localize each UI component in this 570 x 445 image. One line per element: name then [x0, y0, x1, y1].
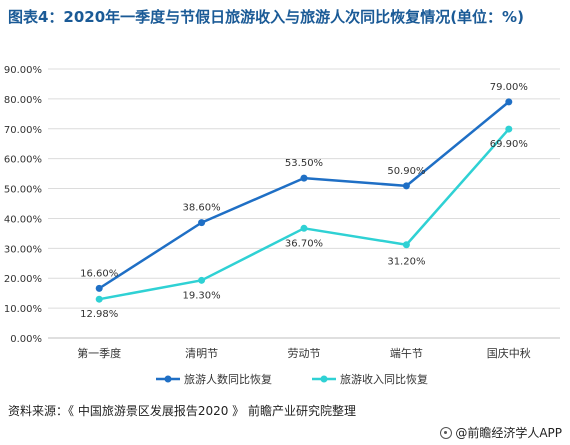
legend-swatch-marker: [320, 375, 328, 383]
legend-item-2: 旅游收入同比恢复: [312, 372, 428, 386]
x-tick-label: 清明节: [185, 347, 218, 360]
data-point: [198, 276, 206, 284]
x-tick-label: 第一季度: [77, 346, 121, 360]
data-label: 36.70%: [285, 238, 323, 249]
y-axis: 0.00% 10.00% 20.00% 30.00% 40.00% 50.00% 60.00…: [4, 65, 42, 345]
data-point: [198, 219, 206, 227]
data-label: 53.50%: [285, 158, 323, 169]
data-label: 16.60%: [80, 268, 118, 279]
y-tick-label: 80.00%: [4, 95, 42, 106]
y-tick-label: 60.00%: [4, 155, 42, 166]
y-tick-label: 20.00%: [4, 274, 42, 285]
brand-text: @前瞻经济学人APP: [455, 426, 562, 440]
legend-item-1: 旅游人数同比恢复: [156, 372, 272, 386]
x-tick-label: 国庆中秋: [487, 346, 531, 360]
data-point: [95, 295, 103, 303]
series-line: [98, 100, 510, 290]
x-tick-label: 劳动节: [288, 347, 321, 360]
data-label: 38.60%: [183, 203, 221, 214]
series-line: [98, 128, 510, 301]
brand-logo-icon: [440, 426, 453, 439]
data-label: 79.00%: [490, 82, 528, 93]
data-label: 50.90%: [387, 166, 425, 177]
x-axis: 第一季度 清明节 劳动节 端午节 国庆中秋: [77, 346, 531, 360]
chart-title: 图表4：2020年一季度与节假日旅游收入与旅游人次同比恢复情况(单位：%): [8, 8, 524, 26]
data-point: [300, 174, 308, 182]
y-tick-label: 90.00%: [4, 65, 42, 76]
source-note: 资料来源：《 中国旅游景区发展报告2020 》 前瞻产业研究院整理: [8, 404, 356, 418]
data-label: 69.90%: [490, 139, 528, 150]
legend-swatch-marker: [164, 375, 172, 383]
y-tick-label: 40.00%: [4, 214, 42, 225]
data-point: [505, 98, 513, 106]
data-point: [300, 224, 308, 232]
data-point: [95, 284, 103, 292]
brand-credit: @前瞻经济学人APP: [440, 424, 562, 441]
data-label: 31.20%: [387, 257, 425, 268]
data-point: [402, 182, 410, 190]
y-tick-label: 30.00%: [4, 244, 42, 255]
y-tick-label: 10.00%: [4, 304, 42, 315]
legend-label: 旅游收入同比恢复: [340, 372, 428, 386]
data-label: 12.98%: [80, 309, 118, 320]
y-tick-label: 70.00%: [4, 125, 42, 136]
y-tick-label: 0.00%: [10, 334, 42, 345]
x-tick-label: 端午节: [390, 347, 423, 360]
data-point: [505, 125, 513, 133]
grid-lines: [48, 68, 560, 339]
y-tick-label: 50.00%: [4, 185, 42, 196]
legend: 旅游人数同比恢复 旅游收入同比恢复: [156, 372, 428, 386]
series-2: 12.98% 19.30% 36.70% 31.20% 69.90%: [80, 125, 528, 320]
series-1: 16.60% 38.60% 53.50% 50.90% 79.00%: [80, 82, 528, 292]
data-label: 19.30%: [183, 290, 221, 301]
data-point: [402, 241, 410, 249]
series-group: 16.60% 38.60% 53.50% 50.90% 79.00% 12.98% 19.3…: [80, 82, 528, 320]
legend-label: 旅游人数同比恢复: [184, 372, 272, 386]
